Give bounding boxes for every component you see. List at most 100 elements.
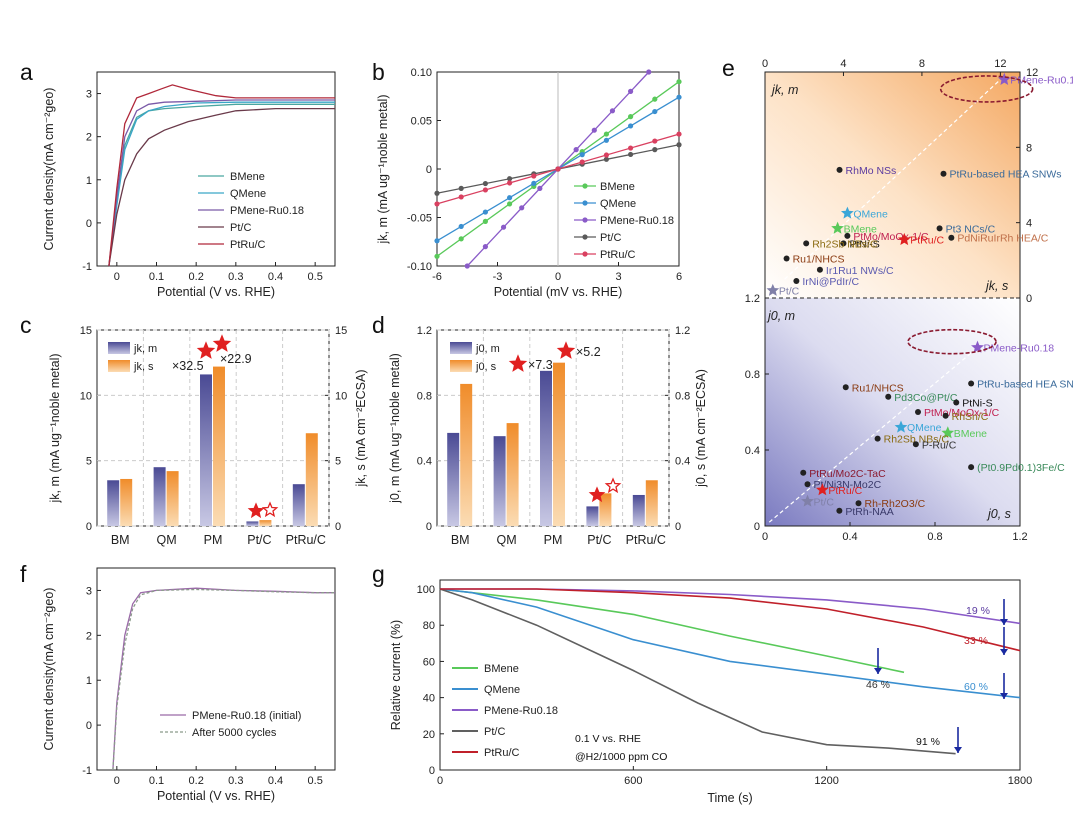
category-label: PtRu/C xyxy=(626,533,666,547)
point-label: PtRu/C xyxy=(910,235,944,247)
y-tick-label: 12 xyxy=(1026,67,1038,79)
legend-label: QMene xyxy=(230,188,266,200)
panel-b-axes: -6 -3 0 3 6 -0.10 -0.05 0 0.05 0.10 Potential (mV … xyxy=(407,67,682,299)
annotation-label: 60 % xyxy=(964,681,988,693)
panel-d-axes: 0 0.4 0.8 1.2 0 0.4 0.8 1.2 j0, s (mA cm⁻²ECSA) B… xyxy=(417,325,708,547)
highlight-ellipse xyxy=(939,75,1034,103)
series-marker xyxy=(482,244,488,250)
category-label: PtRu/C xyxy=(286,533,326,547)
series-marker xyxy=(628,151,634,158)
point-label: QMene xyxy=(907,422,942,434)
trend-line xyxy=(768,350,974,523)
series-marker xyxy=(579,152,585,158)
legend-label: PMene-Ru0.18 xyxy=(600,215,674,227)
y-tick-label: 20 xyxy=(423,729,435,741)
scatter-point xyxy=(803,240,810,247)
point-label: RhMo NSs xyxy=(846,165,897,177)
y-tick-label: 0.4 xyxy=(745,445,760,457)
series-marker xyxy=(628,114,634,120)
series-marker xyxy=(652,138,658,144)
series-marker xyxy=(573,147,579,153)
panel-label-g: g xyxy=(372,561,385,587)
point-label: Rh2Sb NBs/C xyxy=(884,434,950,446)
bar-specific xyxy=(120,478,133,526)
y-tick-label: 10 xyxy=(80,390,92,402)
y-tick-label: 0 xyxy=(754,521,760,533)
point-label: PMene-Ru0.18 xyxy=(1010,75,1073,87)
series-marker xyxy=(482,187,488,193)
legend-marker xyxy=(582,251,588,257)
point-label: IrNi@PdIr/C xyxy=(802,276,859,288)
y-tick-label: 10 xyxy=(335,390,347,402)
point-label: PtNi-S xyxy=(849,238,879,250)
point-label: BMene xyxy=(954,428,987,440)
series-marker xyxy=(507,195,513,201)
series-line-3 xyxy=(439,588,956,755)
bar-mass xyxy=(107,480,120,526)
point-label: PtRu-based HEA SNWs xyxy=(977,379,1073,391)
y-tick-label: 0 xyxy=(426,521,432,533)
panel-label-b: b xyxy=(372,59,385,85)
x-tick-label: 600 xyxy=(624,775,642,787)
point-label: Ru1/NHCS xyxy=(852,382,904,394)
bar-mass xyxy=(493,436,506,526)
bar-specific xyxy=(259,520,272,526)
scatter-point xyxy=(948,234,955,241)
series-marker xyxy=(603,156,610,162)
series-marker xyxy=(676,131,682,137)
series-marker xyxy=(507,180,513,186)
legend-label: PtRu/C xyxy=(230,239,266,251)
star-marker xyxy=(261,501,279,518)
legend-label: BMene xyxy=(600,181,635,193)
scatter-point xyxy=(894,420,908,433)
y-tick-label: 0.4 xyxy=(417,456,432,468)
scatter-point xyxy=(836,507,843,514)
x-tick-label: 0.1 xyxy=(149,271,164,283)
scatter-point xyxy=(836,166,843,173)
y-tick-label: 0 xyxy=(335,521,341,533)
legend-label: PtRu/C xyxy=(600,249,636,261)
legend-label: PMene-Ru0.18 xyxy=(230,205,304,217)
x-tick-label: 8 xyxy=(919,58,925,70)
legend-label: Pt/C xyxy=(484,726,505,738)
point-label: Pt3 NCs/C xyxy=(946,223,996,235)
scatter-point xyxy=(842,384,849,391)
scatter-point xyxy=(801,494,814,507)
scatter-point xyxy=(815,483,829,496)
x-tick-label: 1.2 xyxy=(1012,531,1027,543)
point-label: P-Ru/C xyxy=(922,439,957,451)
axis-tag: jk, m xyxy=(770,83,798,97)
x-tick-label: 0.2 xyxy=(189,775,204,787)
series-marker xyxy=(531,180,537,186)
y-tick-label: 0 xyxy=(1026,293,1032,305)
x-tick-label: 0 xyxy=(437,775,443,787)
legend-label: QMene xyxy=(600,198,636,210)
point-label: PtRu-based HEA SNWs xyxy=(950,169,1062,181)
legend-label: BMene xyxy=(230,171,265,183)
axis-tag: jk, s xyxy=(984,279,1008,293)
point-label: Ir1Ru1 NWs/C xyxy=(826,265,894,277)
series-marker xyxy=(434,238,440,244)
plot-frame xyxy=(764,71,1021,527)
x-tick-label: 0 xyxy=(555,271,561,283)
series-marker xyxy=(482,209,488,215)
point-label: BMene xyxy=(844,223,877,235)
bar-mass xyxy=(292,484,305,526)
series-marker xyxy=(609,108,616,114)
y-tick-label: 60 xyxy=(423,656,435,668)
panel-c-axes: 0 5 10 15 0 5 10 15 jk, s (mA cm⁻²ECSA) BM QM PM Pt/… xyxy=(80,325,368,547)
series-marker xyxy=(519,205,525,211)
drop-arrowhead xyxy=(1000,619,1008,625)
category-label: QM xyxy=(497,533,517,547)
annotation-label: 46 % xyxy=(866,679,890,691)
point-label: Pt/C xyxy=(814,496,835,508)
y-tick-label: 0 xyxy=(86,218,92,230)
annotation-label: ×22.9 xyxy=(220,352,252,366)
x-tick-label: 1200 xyxy=(814,775,838,787)
y-tick-label: 0 xyxy=(429,765,435,777)
y-tick-label: 0.8 xyxy=(675,390,690,402)
legend-label: PMene-Ru0.18 (initial) xyxy=(192,710,301,722)
condition-label: @H2/1000 ppm CO xyxy=(575,751,667,763)
x-tick-label: 0.3 xyxy=(228,775,243,787)
